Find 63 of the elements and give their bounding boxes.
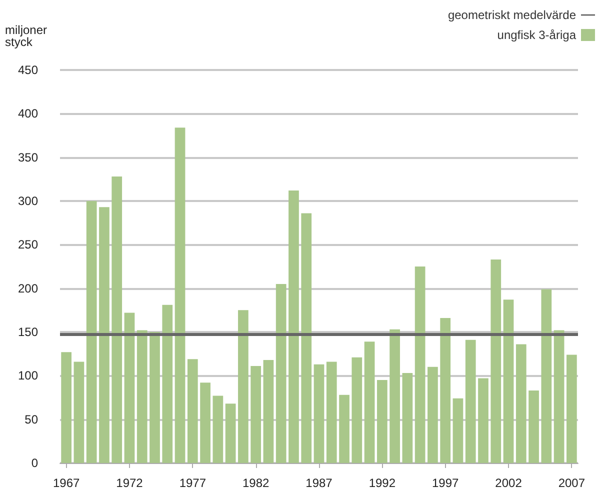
bar <box>541 289 552 463</box>
bar <box>250 366 262 463</box>
bar <box>86 201 97 463</box>
legend-label: geometriskt medelvärde <box>448 8 576 22</box>
bar <box>452 398 464 463</box>
bar <box>478 378 488 463</box>
bar <box>200 382 210 463</box>
bar <box>238 310 248 463</box>
bar <box>326 362 337 463</box>
bar <box>402 373 413 463</box>
legend-label: ungfisk 3-åriga <box>497 28 576 42</box>
x-tick-label: 1967 <box>52 476 80 490</box>
y-tick-label: 450 <box>18 63 38 77</box>
x-tick-label: 1987 <box>306 476 333 490</box>
bar <box>301 213 312 463</box>
x-tick-label: 1997 <box>432 476 460 490</box>
bar <box>263 360 274 463</box>
bar <box>276 284 286 463</box>
x-tick-label: 1977 <box>179 476 206 490</box>
bar <box>112 176 122 463</box>
bar <box>124 312 135 463</box>
y-tick-label: 350 <box>18 150 38 164</box>
bar <box>61 352 72 463</box>
bar <box>162 304 173 463</box>
y-tick-label: 200 <box>18 281 38 296</box>
bar <box>554 330 564 463</box>
x-tick-label: 2002 <box>495 476 522 490</box>
bar <box>288 190 299 463</box>
bar <box>566 354 577 463</box>
x-tick-label: 2007 <box>558 476 586 490</box>
bar <box>364 342 375 463</box>
bar <box>440 318 451 463</box>
bar <box>150 332 160 463</box>
bar <box>428 366 438 463</box>
y-tick-label: 100 <box>18 368 38 383</box>
bar <box>376 380 388 463</box>
y-tick-label: 250 <box>18 238 38 252</box>
bar <box>503 300 514 463</box>
bar <box>225 404 236 463</box>
y-axis-title: miljoner styck <box>5 23 48 49</box>
y-tick-label: 300 <box>18 194 38 208</box>
bar <box>490 260 502 463</box>
y-tick-label: 150 <box>18 325 38 339</box>
bar <box>212 396 224 463</box>
x-tick-label: 1982 <box>242 476 270 490</box>
bar <box>314 364 324 463</box>
bar <box>187 359 198 463</box>
bar <box>352 357 362 463</box>
x-tick-label: 1992 <box>368 476 396 490</box>
bar <box>339 394 350 463</box>
bar <box>74 362 84 463</box>
bar <box>528 390 539 463</box>
bar <box>465 340 476 463</box>
bar <box>390 329 400 463</box>
x-tick-label: 1972 <box>116 476 144 490</box>
bar <box>99 207 110 463</box>
y-tick-label: 400 <box>18 106 38 121</box>
bar <box>414 266 426 463</box>
bar <box>136 330 148 463</box>
y-tick-label: 0 <box>31 456 38 470</box>
bar <box>516 344 526 463</box>
bar <box>174 128 186 463</box>
y-tick-label: 50 <box>24 412 38 426</box>
